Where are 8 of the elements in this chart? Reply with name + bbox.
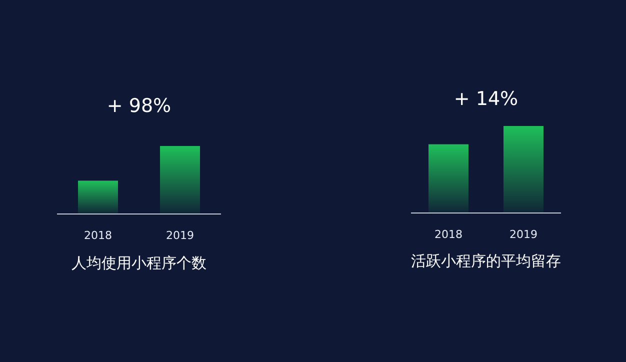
x-tick-label: 2018 bbox=[434, 228, 462, 241]
text: 活跃小程序的平均留存 bbox=[411, 252, 561, 270]
text: 人均使用小程序个数 bbox=[72, 254, 206, 272]
text: + 98% bbox=[106, 95, 172, 117]
x-tick-label: 2018 bbox=[84, 229, 112, 242]
text: + 14% bbox=[454, 88, 518, 110]
x-tick-label: 2019 bbox=[166, 229, 194, 242]
x-tick-label: 2019 bbox=[510, 228, 538, 241]
